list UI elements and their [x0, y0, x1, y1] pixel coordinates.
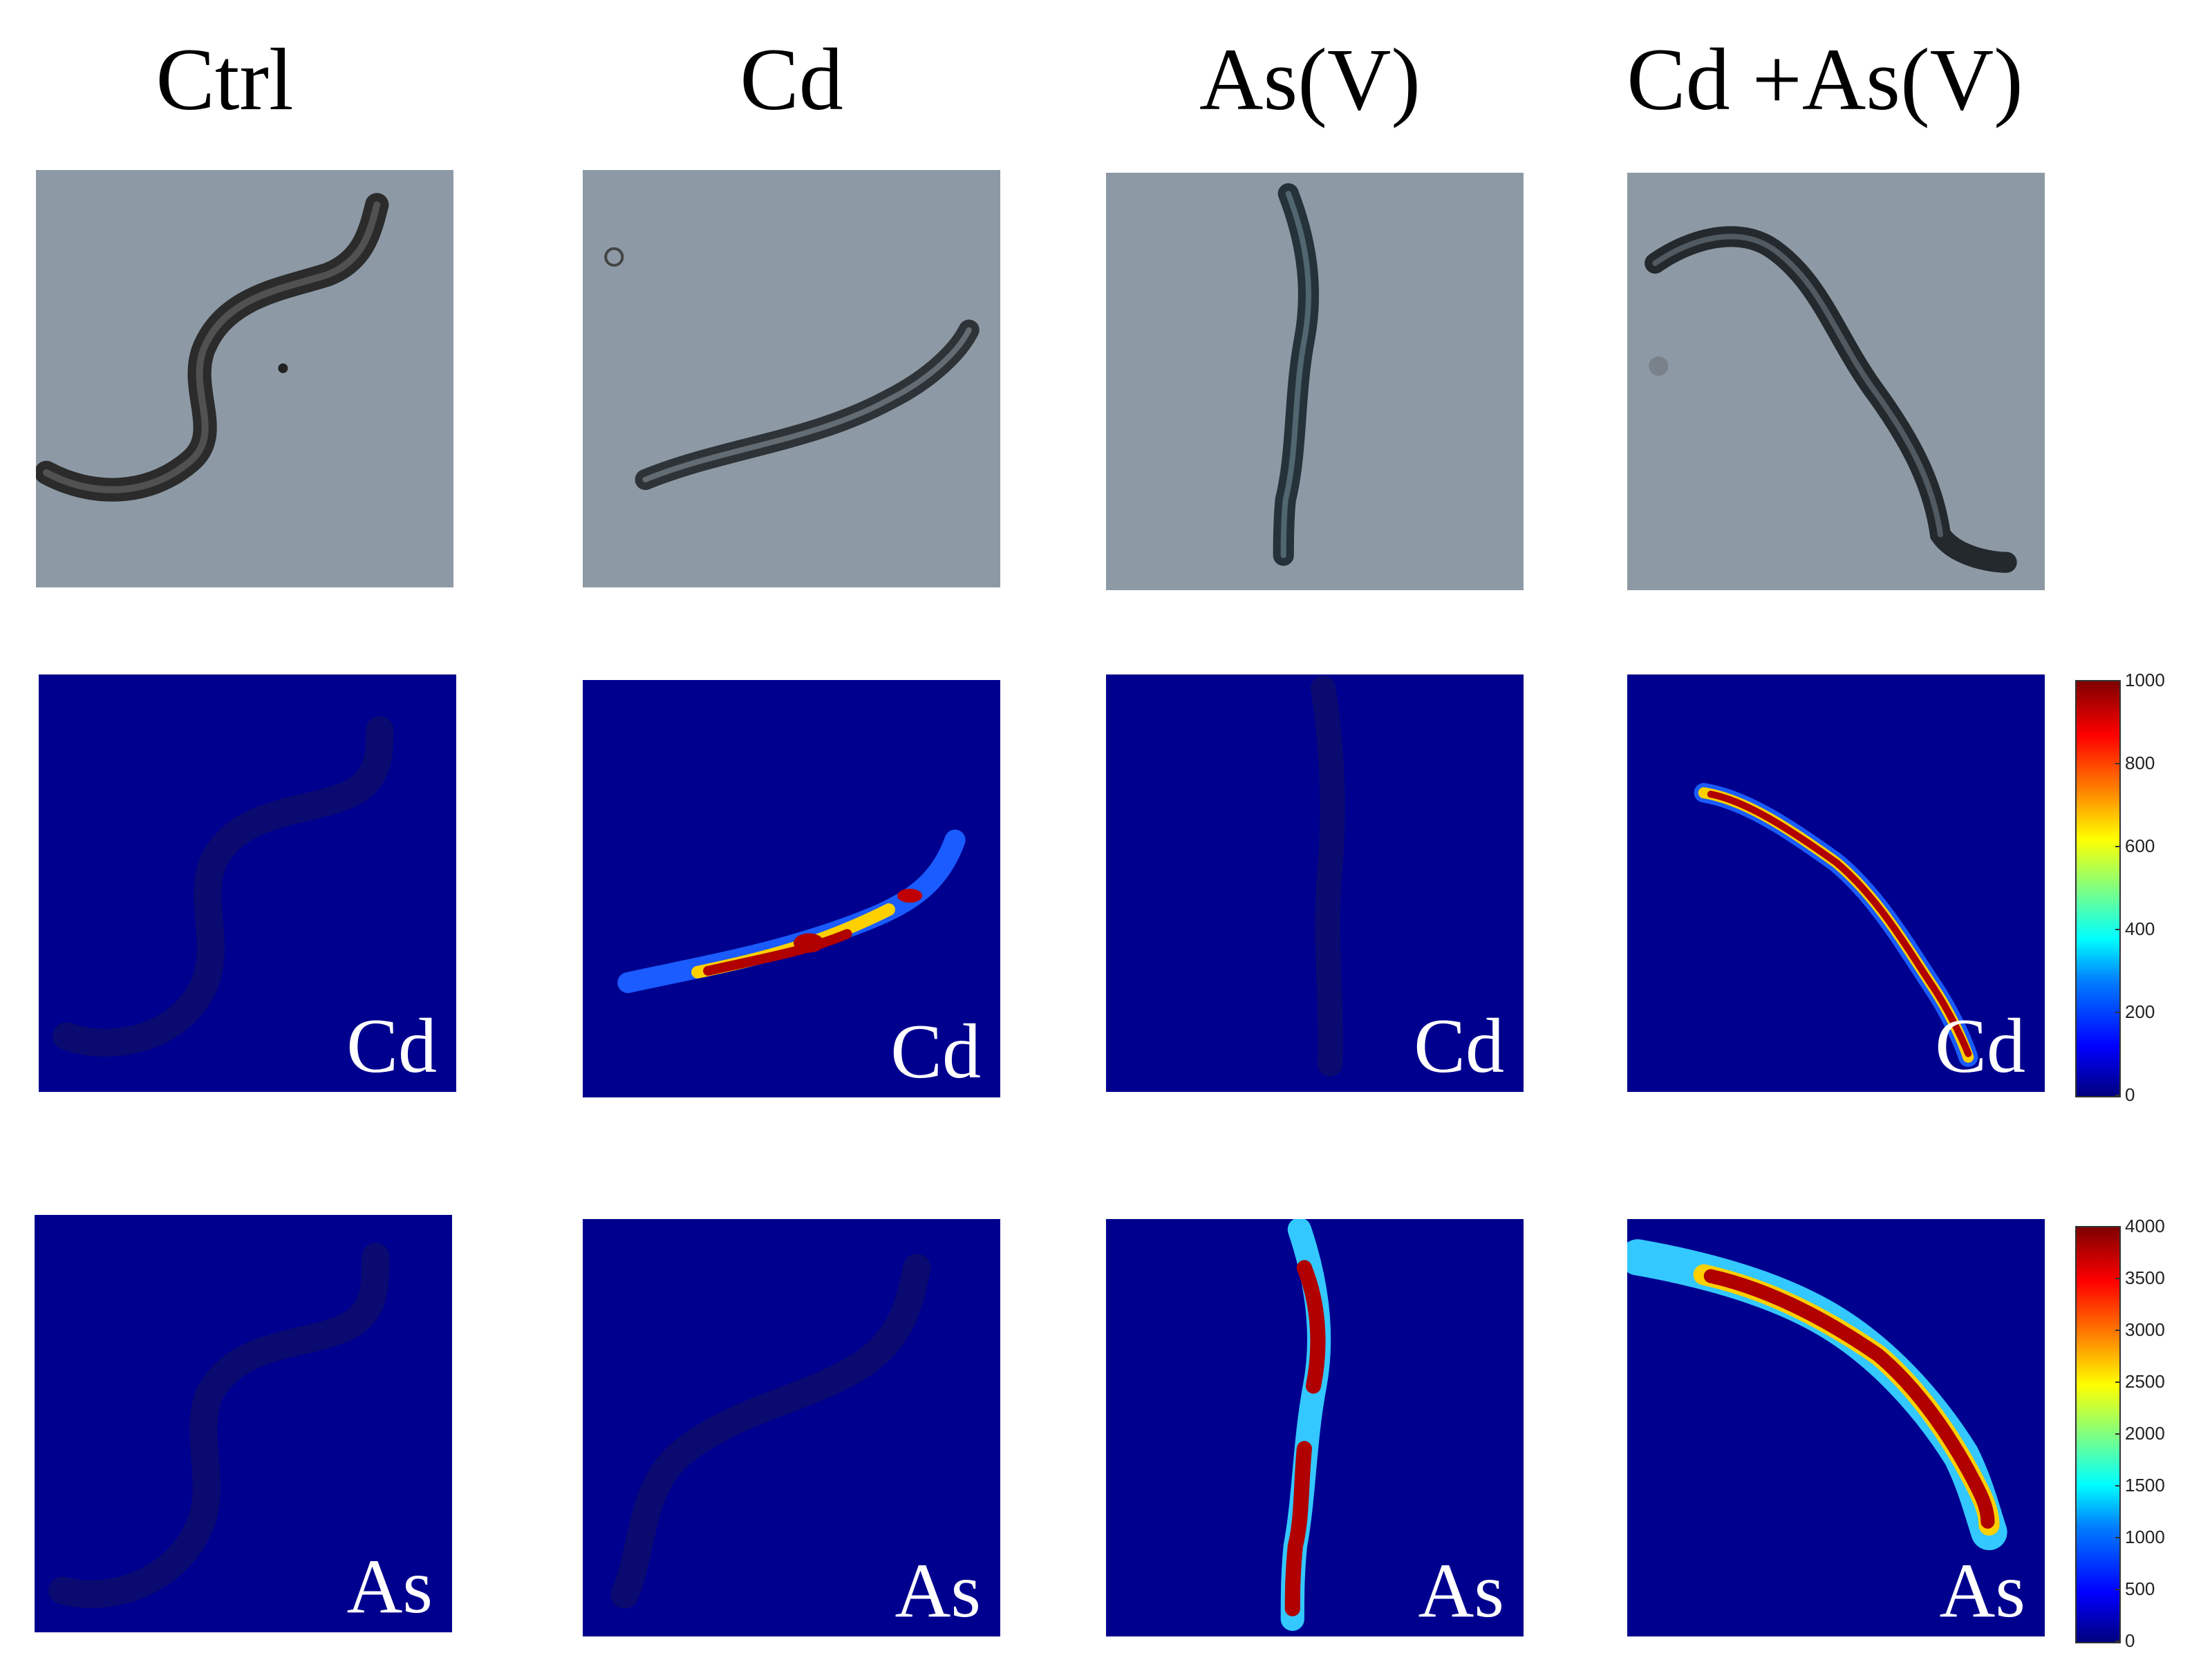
worm-shape	[604, 247, 980, 491]
worm-shape	[48, 1243, 390, 1608]
element-label-cd: Cd	[890, 1009, 981, 1095]
tick-label: 200	[2115, 1001, 2155, 1022]
column-title-as: As(V)	[1199, 30, 1421, 129]
tick-label: 2000	[2115, 1423, 2165, 1444]
element-label-as: As	[346, 1544, 433, 1630]
tick-label: 800	[2115, 753, 2155, 773]
worm-shape	[1273, 183, 1320, 566]
tick-label: 3500	[2115, 1267, 2165, 1288]
element-label-cd: Cd	[1414, 1003, 1504, 1089]
cd-map-ctrl: Cd	[39, 674, 456, 1092]
tick-label: 0	[2115, 1084, 2135, 1105]
tick-label: 2500	[2115, 1371, 2165, 1392]
tick-label: 1000	[2115, 1527, 2165, 1547]
worm-shape	[1627, 1239, 2007, 1551]
worm-shape	[617, 829, 966, 993]
colorbar-as-ticks: 4000 3500 3000 2500 2000 1500 1000 500 0	[2075, 1217, 2186, 1650]
as-map-cd-as: As	[1627, 1219, 2045, 1636]
tick-label: 1500	[2115, 1475, 2165, 1495]
as-map-ctrl: As	[35, 1215, 452, 1632]
element-label-cd: Cd	[1935, 1003, 2025, 1089]
brightfield-image-cd-as	[1627, 173, 2045, 590]
colorbar-cd	[2075, 680, 2121, 1097]
brightfield-image-ctrl	[36, 170, 453, 587]
worm-shape	[1280, 1219, 1331, 1631]
column-title-cd: Cd	[740, 30, 843, 129]
colorbar-as	[2075, 1226, 2121, 1643]
worm-shape	[53, 716, 394, 1057]
cd-map-cd: Cd	[583, 680, 1000, 1097]
cd-map-as: Cd	[1106, 674, 1524, 1092]
column-title-ctrl: Ctrl	[156, 30, 294, 129]
worm-shape	[1694, 783, 1978, 1067]
colorbar-cd-ticks: 1000 800 600 400 200 0	[2075, 671, 2186, 1104]
as-map-cd: As	[583, 1219, 1000, 1636]
worm-shape	[36, 193, 389, 502]
worm-shape	[1645, 226, 2017, 573]
element-label-as: As	[894, 1548, 981, 1634]
brightfield-image-as	[1106, 173, 1524, 590]
element-label-as: As	[1939, 1548, 2025, 1634]
column-title-cd-as: Cd +As(V)	[1627, 30, 2023, 129]
tick-label: 3000	[2115, 1319, 2165, 1340]
as-map-as: As	[1106, 1219, 1524, 1636]
element-label-cd: Cd	[346, 1003, 437, 1089]
worm-shape	[610, 1254, 931, 1609]
element-label-as: As	[1418, 1548, 1504, 1634]
worm-shape	[1310, 676, 1345, 1077]
tick-label: 600	[2115, 836, 2155, 856]
tick-label: 500	[2115, 1578, 2155, 1599]
tick-label: 400	[2115, 918, 2155, 939]
tick-label: 1000	[2115, 670, 2165, 690]
brightfield-image-cd	[583, 170, 1000, 587]
tick-label: 0	[2115, 1630, 2135, 1651]
cd-map-cd-as: Cd	[1627, 674, 2045, 1092]
tick-label: 4000	[2115, 1216, 2165, 1236]
